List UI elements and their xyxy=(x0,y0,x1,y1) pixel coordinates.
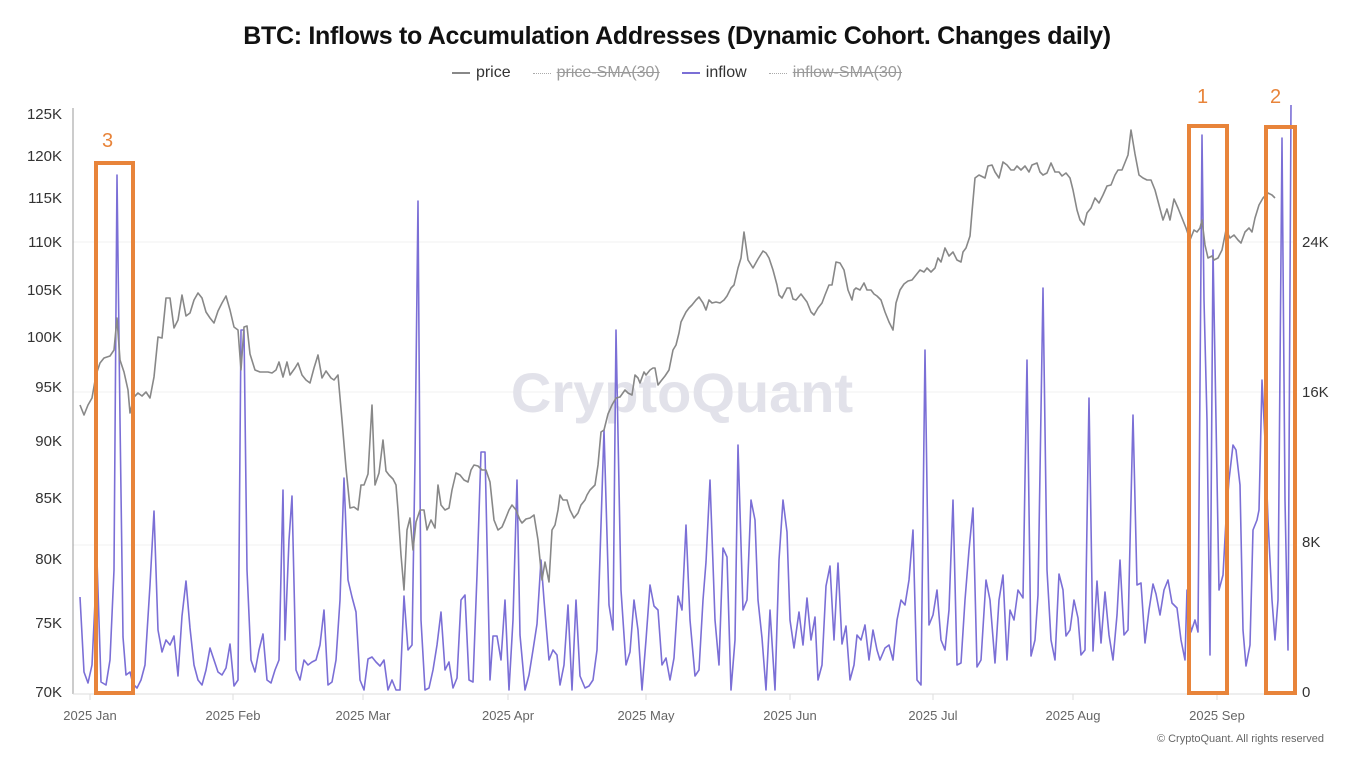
inflow-line xyxy=(79,104,1292,691)
legend-swatch-price xyxy=(451,72,470,74)
left-tick: 70K xyxy=(35,684,62,701)
x-tick: 2025 Aug xyxy=(1045,708,1101,723)
watermark: CryptoQuant xyxy=(511,361,853,424)
legend-swatch-price-sma xyxy=(532,72,551,74)
x-tick: 2025 Mar xyxy=(335,708,391,723)
x-tick: 2025 Jan xyxy=(63,708,117,723)
left-tick: 85K xyxy=(35,490,62,507)
legend-label: inflow xyxy=(705,64,747,81)
legend-label: price xyxy=(475,64,511,81)
left-tick: 100K xyxy=(26,329,62,346)
highlight-box-1 xyxy=(1187,124,1229,695)
annotation-label-3: 3 xyxy=(102,130,114,152)
right-tick: 16K xyxy=(1302,384,1329,401)
legend-swatch-inflow-sma xyxy=(768,72,787,74)
x-tick: 2025 Feb xyxy=(205,708,261,723)
annotation-label-1: 1 xyxy=(1197,86,1209,108)
left-tick: 90K xyxy=(35,433,62,450)
legend-item-inflow-sma[interactable]: inflow-SMA(30) xyxy=(768,64,903,82)
chart-title: BTC: Inflows to Accumulation Addresses (… xyxy=(243,22,1111,50)
highlight-box-3 xyxy=(94,161,135,695)
left-tick: 110K xyxy=(28,234,62,251)
left-tick: 120K xyxy=(26,148,62,165)
legend-label: price-SMA(30) xyxy=(556,64,660,81)
legend-item-price[interactable]: price xyxy=(451,64,511,82)
legend: price price-SMA(30) inflow inflow-SMA(30… xyxy=(0,64,1354,82)
x-tick: 2025 Sep xyxy=(1189,708,1245,723)
left-tick: 80K xyxy=(35,551,62,568)
highlight-box-2 xyxy=(1264,125,1297,695)
copyright: © CryptoQuant. All rights reserved xyxy=(1156,733,1324,745)
right-tick: 8K xyxy=(1302,534,1321,551)
x-tick: 2025 Apr xyxy=(481,708,535,723)
annotation-label-2: 2 xyxy=(1270,86,1282,108)
right-tick: 0 xyxy=(1302,684,1311,701)
left-tick: 75K xyxy=(35,615,62,632)
left-tick: 105K xyxy=(26,282,62,299)
x-tick: 2025 Jul xyxy=(908,708,958,723)
left-tick: 95K xyxy=(35,379,62,396)
right-tick: 24K xyxy=(1302,234,1329,251)
legend-item-inflow[interactable]: inflow xyxy=(681,64,747,82)
x-tick: 2025 May xyxy=(617,708,675,723)
legend-swatch-inflow xyxy=(681,72,700,74)
legend-item-price-sma[interactable]: price-SMA(30) xyxy=(532,64,660,82)
left-tick: 125K xyxy=(26,106,62,123)
price-line xyxy=(79,129,1276,591)
x-tick: 2025 Jun xyxy=(763,708,817,723)
legend-label: inflow-SMA(30) xyxy=(792,64,903,81)
x-tick-marks xyxy=(89,694,1218,700)
left-tick: 115K xyxy=(28,190,62,207)
